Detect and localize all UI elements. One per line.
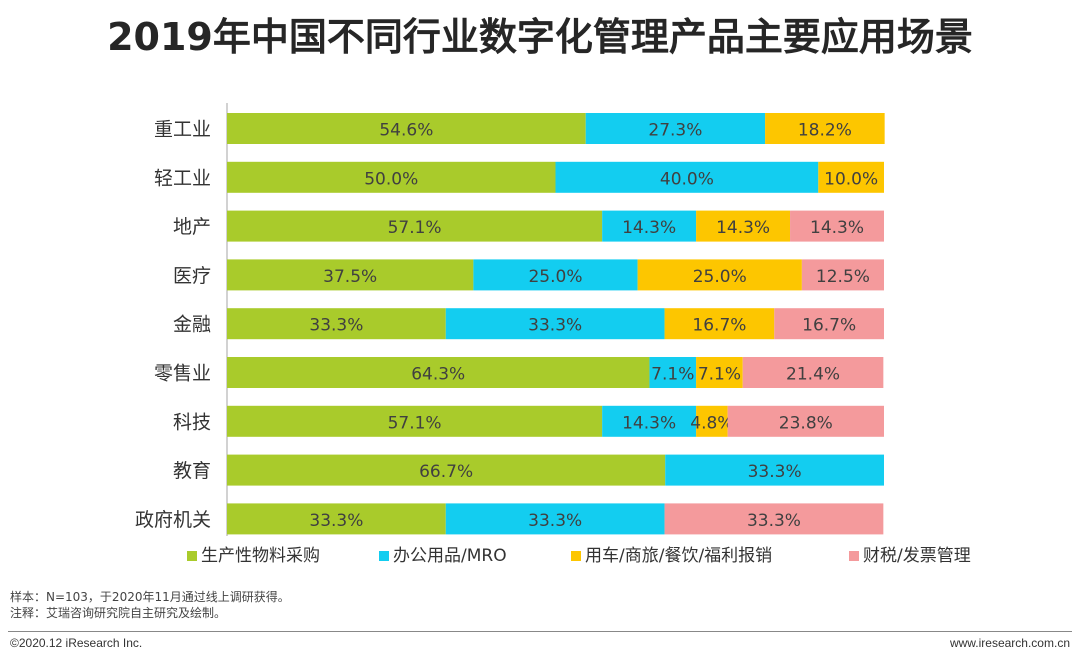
data-label: 33.3%: [748, 462, 802, 482]
data-label: 16.7%: [802, 316, 856, 336]
bar-segment: [696, 405, 728, 437]
data-label: 7.1%: [698, 365, 741, 385]
category-label: 零售业: [154, 363, 211, 385]
footer-divider: [8, 631, 1072, 632]
data-label: 25.0%: [528, 267, 582, 287]
bar-segment: [801, 259, 884, 291]
category-label: 重工业: [154, 119, 211, 141]
category-label: 政府机关: [135, 509, 211, 531]
category-label: 科技: [173, 411, 211, 433]
category-label: 医疗: [173, 265, 211, 287]
data-label: 50.0%: [364, 169, 418, 189]
data-label: 33.3%: [309, 511, 363, 531]
bar-segment: [774, 308, 884, 340]
bar-segment: [765, 113, 885, 144]
category-label: 金融: [173, 314, 211, 336]
bar-segment: [227, 210, 603, 242]
chart-title: 2019年中国不同行业数字化管理产品主要应用场景: [107, 15, 973, 59]
bar-segment: [602, 210, 697, 242]
legend-swatch: [379, 551, 389, 561]
data-label: 14.3%: [810, 218, 864, 238]
category-label: 轻工业: [154, 167, 211, 189]
category-label: 地产: [173, 216, 211, 238]
bar-segment: [227, 405, 603, 437]
bar-segment: [790, 210, 884, 242]
data-label: 66.7%: [419, 462, 473, 482]
bar-segment: [727, 405, 884, 437]
footer-website[interactable]: www.iresearch.com.cn: [949, 636, 1070, 650]
footer-copyright: ©2020.12 iResearch Inc.: [10, 636, 143, 650]
stacked-bar-chart: 重工业 54.6% 27.3% 18.2% 轻工业 50.0% 40.0% 10.0% 地产 57…: [135, 103, 971, 566]
data-label: 40.0%: [660, 169, 714, 189]
bar-segment: [227, 113, 586, 144]
data-label: 14.3%: [622, 218, 676, 238]
legend-swatch: [849, 551, 859, 561]
legend-swatch: [571, 551, 581, 561]
data-label: 57.1%: [388, 413, 442, 433]
legend-label: 财税/发票管理: [863, 546, 971, 566]
data-label: 14.3%: [716, 218, 770, 238]
bar-segment: [227, 357, 650, 388]
legend-swatch: [187, 551, 197, 561]
data-label: 57.1%: [388, 218, 442, 238]
bar-segment: [664, 308, 775, 340]
data-label: 33.3%: [309, 316, 363, 336]
bar-segment: [818, 161, 884, 193]
bar-segment: [696, 357, 743, 388]
data-label: 21.4%: [786, 365, 840, 385]
data-label: 18.2%: [798, 121, 852, 141]
legend-label: 办公用品/MRO: [393, 546, 507, 566]
source-note: 注释：艾瑞咨询研究院自主研究及绘制。: [10, 606, 227, 620]
data-label: 4.8%: [690, 413, 733, 433]
data-label: 54.6%: [379, 121, 433, 141]
data-label: 10.0%: [824, 169, 878, 189]
bar-segment: [227, 454, 666, 486]
data-label: 16.7%: [692, 316, 746, 336]
bar-segment: [637, 259, 802, 291]
data-label: 33.3%: [747, 511, 801, 531]
bar-segment: [445, 503, 665, 535]
bar-segment: [473, 259, 638, 291]
bar-segment: [445, 308, 665, 340]
data-label: 33.3%: [528, 511, 582, 531]
legend-label: 生产性物料采购: [201, 546, 320, 566]
category-label: 教育: [173, 460, 211, 482]
data-label: 7.1%: [651, 365, 694, 385]
data-label: 12.5%: [816, 267, 870, 287]
bar-segment: [555, 161, 819, 193]
data-label: 33.3%: [528, 316, 582, 336]
bar-segment: [665, 454, 884, 486]
data-label: 64.3%: [411, 365, 465, 385]
data-label: 14.3%: [622, 413, 676, 433]
data-label: 25.0%: [693, 267, 747, 287]
bar-segment: [227, 259, 474, 291]
bar-segment: [664, 503, 884, 535]
sample-note: 样本：N=103，于2020年11月通过线上调研获得。: [10, 590, 290, 604]
bar-segment: [585, 113, 766, 144]
legend-label: 用车/商旅/餐饮/福利报销: [585, 546, 772, 566]
bar-segment: [227, 161, 556, 193]
data-label: 27.3%: [648, 121, 702, 141]
bar-segment: [602, 405, 697, 437]
bar-segment: [742, 357, 884, 388]
bar-segment: [227, 503, 446, 535]
bar-segment: [696, 210, 791, 242]
data-label: 37.5%: [323, 267, 377, 287]
bar-segment: [649, 357, 697, 388]
bar-segment: [227, 308, 446, 340]
data-label: 23.8%: [779, 413, 833, 433]
